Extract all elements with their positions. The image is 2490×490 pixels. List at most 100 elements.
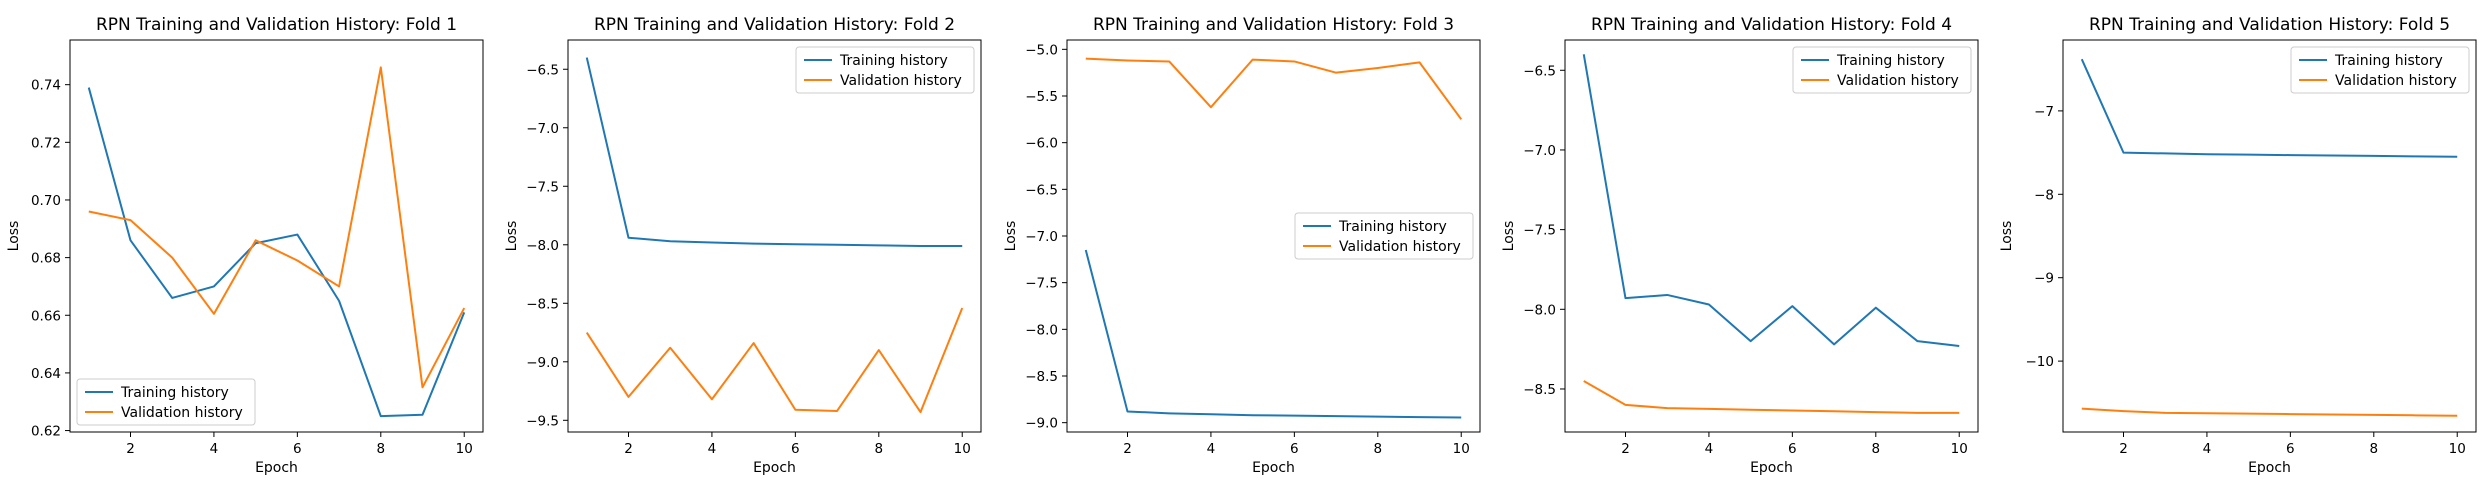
chart-panel-3: RPN Training and Validation History: Fol… [1003, 15, 1481, 476]
y-tick-label: −8.5 [526, 296, 559, 312]
legend-label: Training history [839, 53, 948, 69]
x-tick-label: 10 [1951, 441, 1968, 457]
x-tick-label: 6 [1290, 441, 1299, 457]
x-tick-label: 6 [791, 441, 800, 457]
legend-label: Training history [1836, 53, 1945, 69]
chart-title: RPN Training and Validation History: Fol… [1591, 15, 1952, 35]
legend: Training history Validation history [1792, 46, 1972, 94]
y-tick-label: −6.0 [1025, 136, 1058, 152]
y-tick-label: −8 [2034, 187, 2054, 203]
y-axis-label: Loss [1999, 221, 2015, 252]
legend: Training history Validation history [76, 378, 256, 426]
x-tick-label: 10 [1453, 441, 1470, 457]
legend-box [76, 378, 256, 426]
y-tick-label: −7.0 [1025, 229, 1058, 245]
y-tick-label: −6.5 [1025, 182, 1058, 198]
series-line-validation [1583, 380, 1960, 414]
series-line-training [2080, 58, 2458, 158]
y-tick-label: 0.74 [31, 78, 61, 94]
x-tick-label: 8 [2369, 441, 2378, 457]
y-tick-label: −7.0 [526, 121, 559, 137]
y-tick-label: −8.5 [1025, 369, 1058, 385]
plot-frame [2062, 39, 2477, 433]
y-tick-label: −6.5 [1523, 63, 1556, 79]
chart-panel-1: RPN Training and Validation History: Fol… [6, 15, 484, 476]
chart-panel-4: RPN Training and Validation History: Fol… [1501, 15, 1979, 476]
y-axis-label: Loss [504, 221, 520, 252]
legend-label: Training history [120, 385, 229, 401]
legend: Training history Validation history [1294, 212, 1474, 260]
y-tick-label: −8.0 [526, 238, 559, 254]
y-tick-label: 0.68 [31, 251, 61, 267]
legend-label: Validation history [121, 405, 243, 421]
legend-label: Validation history [2335, 73, 2457, 89]
y-tick-label: −5.5 [1025, 89, 1058, 105]
legend-box [2290, 46, 2470, 94]
legend: Training history Validation history [795, 46, 975, 94]
x-tick-label: 8 [1871, 441, 1880, 457]
legend-box [1792, 46, 1972, 94]
legend-label: Validation history [840, 73, 962, 89]
y-tick-label: −9.0 [1025, 416, 1058, 432]
series-line-validation [88, 66, 466, 389]
x-tick-label: 4 [708, 441, 717, 457]
x-tick-label: 4 [1705, 441, 1714, 457]
y-tick-label: −10 [2026, 354, 2055, 370]
legend-label: Training history [1338, 219, 1447, 235]
chart-panel-5: RPN Training and Validation History: Fol… [1999, 15, 2477, 476]
y-tick-label: 0.62 [31, 424, 61, 440]
series-line-validation [2081, 407, 2458, 417]
x-tick-label: 2 [2119, 441, 2128, 457]
y-tick-label: −8.0 [1523, 302, 1556, 318]
x-tick-label: 2 [1123, 441, 1132, 457]
y-tick-label: 0.72 [31, 135, 61, 151]
y-tick-label: −5.0 [1025, 42, 1058, 58]
legend-box [1294, 212, 1474, 260]
y-axis-label: Loss [6, 221, 22, 252]
legend-label: Validation history [1339, 239, 1461, 255]
y-tick-label: −7 [2034, 104, 2054, 120]
x-axis-label: Epoch [753, 460, 796, 476]
y-tick-label: −9.5 [526, 413, 559, 429]
x-tick-label: 6 [1788, 441, 1797, 457]
x-tick-label: 8 [874, 441, 883, 457]
chart-title: RPN Training and Validation History: Fol… [96, 15, 457, 35]
y-tick-label: −7.0 [1523, 143, 1556, 159]
x-tick-label: 6 [293, 441, 302, 457]
y-tick-label: −7.5 [1025, 276, 1058, 292]
x-tick-label: 10 [2449, 441, 2466, 457]
series-line-training [585, 57, 963, 247]
y-tick-label: −8.0 [1025, 322, 1058, 338]
x-tick-label: 2 [1621, 441, 1630, 457]
plot-frame [1564, 39, 1979, 433]
x-tick-label: 2 [624, 441, 633, 457]
x-tick-label: 10 [954, 441, 971, 457]
series-line-training [1582, 54, 1960, 347]
x-tick-label: 4 [2203, 441, 2212, 457]
y-tick-label: −9 [2034, 271, 2054, 287]
y-tick-label: −7.5 [1523, 223, 1556, 239]
legend-box [795, 46, 975, 94]
x-tick-label: 4 [210, 441, 219, 457]
x-axis-label: Epoch [2248, 460, 2291, 476]
chart-title: RPN Training and Validation History: Fol… [1093, 15, 1454, 35]
chart-title: RPN Training and Validation History: Fol… [2089, 15, 2450, 35]
chart-panel-2: RPN Training and Validation History: Fol… [504, 15, 982, 476]
y-tick-label: −8.5 [1523, 382, 1556, 398]
x-tick-label: 6 [2286, 441, 2295, 457]
series-line-validation [1085, 57, 1463, 120]
plot-frame [567, 39, 982, 433]
legend: Training history Validation history [2290, 46, 2470, 94]
y-axis-label: Loss [1501, 221, 1517, 252]
chart-title: RPN Training and Validation History: Fol… [594, 15, 955, 35]
series-line-validation [585, 307, 964, 414]
y-axis-label: Loss [1003, 221, 1019, 252]
legend-label: Training history [2334, 53, 2443, 69]
plot-frame [69, 39, 484, 433]
series-line-training [1084, 249, 1462, 419]
legend-label: Validation history [1837, 73, 1959, 89]
x-tick-label: 8 [376, 441, 385, 457]
y-tick-label: 0.64 [31, 366, 61, 382]
y-tick-label: 0.66 [31, 308, 61, 324]
x-tick-label: 8 [1373, 441, 1382, 457]
